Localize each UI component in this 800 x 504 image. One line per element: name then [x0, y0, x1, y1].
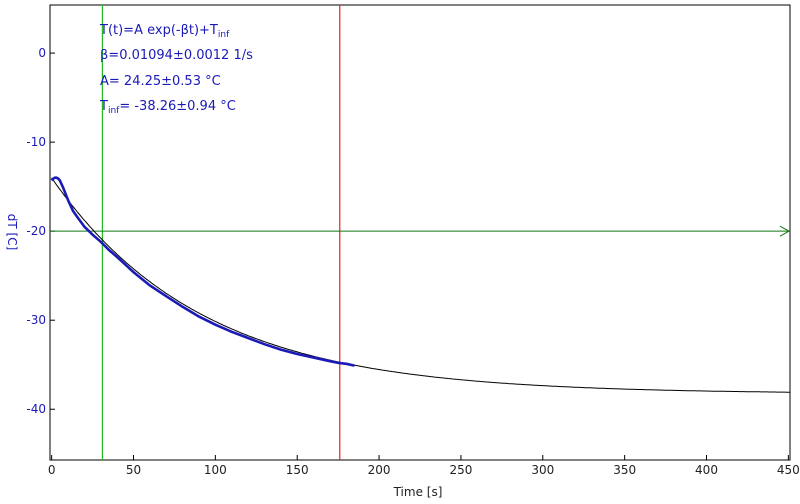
x-tick-label: 200	[368, 463, 391, 477]
fit-curve	[51, 177, 790, 393]
fit-a: A= 24.25±0.53 °C	[100, 74, 221, 89]
fit-tinf: Tinf= -38.26±0.94 °C	[99, 99, 236, 116]
x-tick-label: 50	[126, 463, 141, 477]
x-tick-label: 450	[777, 463, 800, 477]
x-tick-label: 350	[613, 463, 636, 477]
y-tick-label: -10	[26, 135, 46, 149]
x-axis-label: Time [s]	[393, 485, 443, 499]
fit-formula: T(t)=A exp(-βt)+Tinf	[99, 23, 230, 40]
x-tick-label: 250	[449, 463, 472, 477]
x-tick-label: 0	[48, 463, 56, 477]
x-ticks: 0 50 100 150 200 250 300 350 400 450	[48, 455, 800, 477]
y-tick-label: 0	[38, 46, 46, 60]
y-tick-label: -40	[26, 402, 46, 416]
y-tick-label: -30	[26, 313, 46, 327]
measured-curve	[50, 176, 355, 367]
y-axis-label: dT [C]	[5, 214, 19, 251]
fit-beta: β=0.01094±0.0012 1/s	[100, 48, 253, 63]
y-tick-label: -20	[26, 224, 46, 238]
level-line-arrow-icon	[779, 225, 791, 237]
plot-area-frame	[49, 4, 791, 461]
x-tick-label: 400	[695, 463, 718, 477]
y-ticks: 0 -10 -20 -30 -40	[26, 46, 55, 416]
x-tick-label: 150	[286, 463, 309, 477]
x-tick-label: 100	[204, 463, 227, 477]
fit-annotation: T(t)=A exp(-βt)+Tinf β=0.01094±0.0012 1/…	[99, 23, 253, 116]
x-tick-label: 300	[531, 463, 554, 477]
